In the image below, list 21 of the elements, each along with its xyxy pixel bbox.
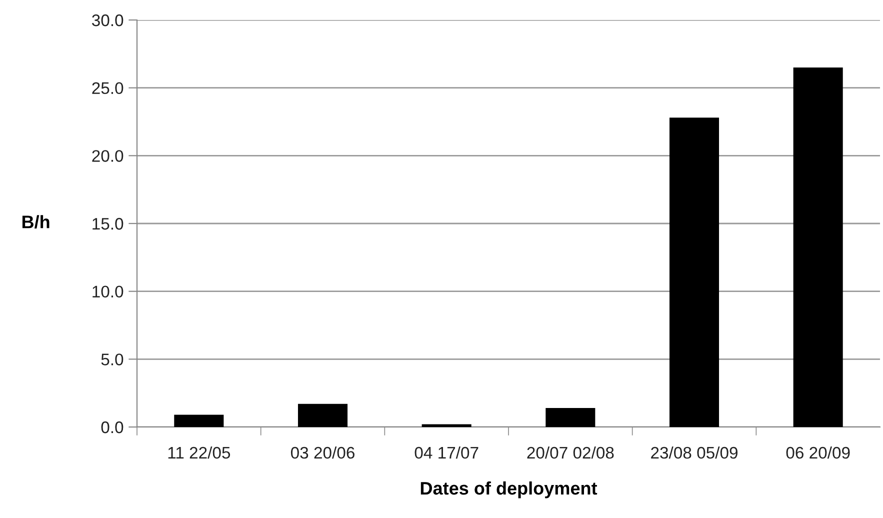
bar (422, 424, 472, 427)
y-tick-label: 5.0 (101, 354, 124, 366)
y-axis-title: B/h (22, 215, 50, 229)
x-tick-label: 06 20/09 (786, 446, 850, 459)
bar (669, 118, 720, 427)
y-tick-label: 10.0 (92, 286, 124, 298)
bar (298, 404, 348, 427)
y-tick-label: 25.0 (92, 82, 124, 94)
x-axis-title: Dates of deployment (420, 481, 598, 498)
y-tick-label: 15.0 (92, 218, 124, 230)
x-tick-label: 11 22/05 (168, 446, 230, 459)
x-tick-label: 20/07 02/08 (527, 446, 614, 459)
x-tick-label: 23/08 05/09 (651, 446, 738, 459)
x-tick-label: 04 17/07 (414, 446, 478, 459)
y-tick-label: 30.0 (92, 14, 124, 26)
bar (793, 67, 843, 427)
x-tick-label: 03 20/06 (290, 446, 354, 459)
bar (174, 414, 224, 427)
bar (546, 408, 596, 427)
y-tick-label: 20.0 (92, 150, 124, 162)
y-tick-label: 0.0 (101, 421, 124, 434)
